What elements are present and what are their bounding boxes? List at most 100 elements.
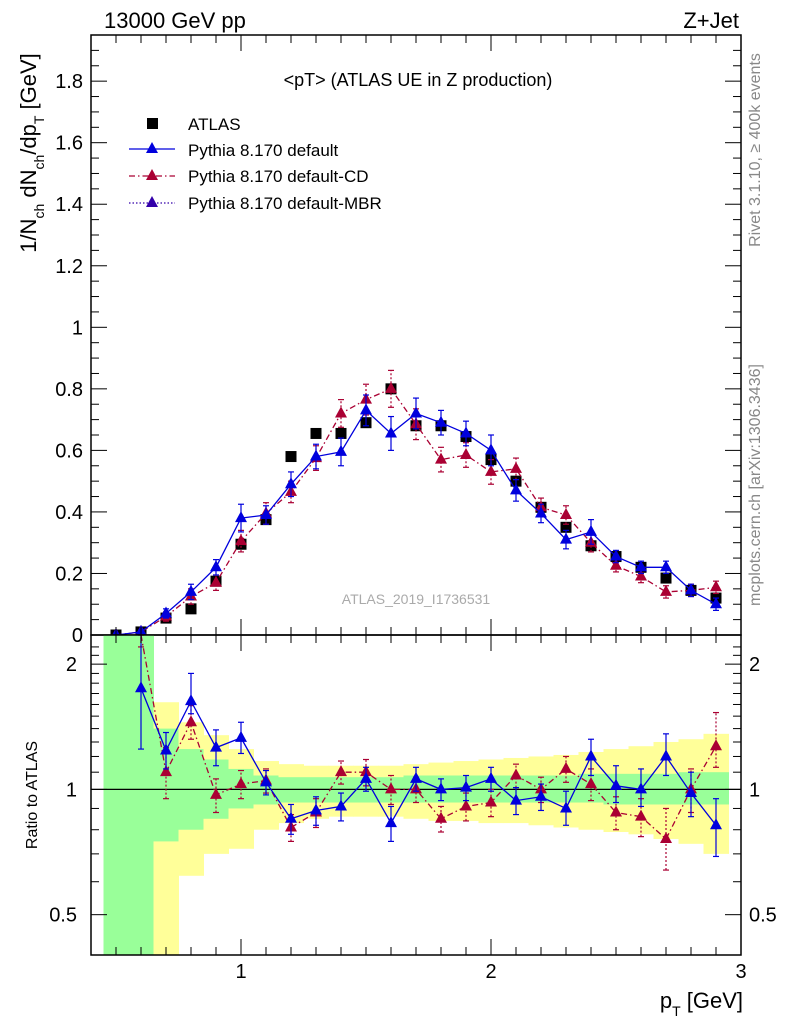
ratio-cd-point [660,832,672,844]
mcplots-label: mcplots.cern.ch [arXiv:1306.3436] [747,364,764,606]
default-point [410,406,422,418]
ratio-default-point [485,771,497,783]
ratio-xlabel: pT [GeV] [660,988,743,1019]
default-point [310,449,322,461]
main-title: <pT> (ATLAS UE in Z production) [284,70,553,90]
default-point [360,403,372,415]
default-point [435,415,447,427]
cd-point [385,381,397,393]
default-point [385,426,397,438]
ratio-cd-point [610,805,622,817]
cd-point [660,584,672,596]
ratio-cd-point [210,787,222,799]
ratio-ylabel: Ratio to ATLAS [24,741,41,849]
ratio-cd-point [460,799,472,811]
ratio-default-point [560,801,572,813]
main-ytick-label: 0 [72,625,83,647]
default-point [210,560,222,572]
atlas-point [335,427,347,439]
ratio-default-point [510,793,522,805]
default-point [185,584,197,596]
ratio-default-point [260,775,272,787]
atlas-point [285,451,297,463]
ratio-panel: 0.5 0.5 1 1 2 2 1 2 3 Ratio to ATLAS pT [GeV] [24,634,777,1019]
ratio-default-point [610,778,622,790]
main-ytick-label: 0.2 [55,563,83,585]
cd-point [710,580,722,592]
ratio-default-point [585,749,597,761]
ratio-data-layer [91,634,741,871]
main-ytick-label: 1 [72,317,83,339]
default-point [260,508,272,519]
legend-marker-atlas [147,118,158,129]
cd-point [560,508,572,519]
ratio-default-point [285,811,297,823]
default-point [560,532,572,544]
ratio-default-point [135,681,147,693]
ratio-default-point [335,799,347,811]
main-ytick-label: 1.8 [55,71,83,93]
default-point [235,511,247,523]
main-ytick-label: 1.6 [55,133,83,155]
ratio-cd-point [635,809,647,821]
cd-point [510,461,522,473]
ratio-ytick-label-right: 0.5 [749,905,777,927]
main-ytick-label: 0.8 [55,379,83,401]
ratio-cd-point [385,782,397,794]
default-point [660,560,672,572]
ratio-cd-point [485,795,497,807]
ratio-default-point [410,771,422,783]
stat-uncertainty-band [103,635,129,955]
default-point [585,524,597,536]
main-ytick-label: 1.2 [55,256,83,278]
ratio-cd-point [510,768,522,780]
ratio-bands-layer [103,635,729,955]
ratio-default-point [535,789,547,801]
atlas-point [560,521,572,533]
default-point [485,443,497,455]
ratio-cd-point [185,715,197,727]
ratio-xtick-label: 3 [735,961,746,983]
default-point [685,583,697,595]
ratio-ytick-label-right: 1 [749,779,760,801]
cd-point [635,569,647,581]
legend-item-default: Pythia 8.170 default [129,141,339,160]
cd-point [235,534,247,546]
main-ytick-label: 1.4 [55,194,83,216]
cd-point [210,575,222,587]
ratio-cd-point [560,761,572,773]
ratio-cd-point [435,811,447,823]
ratio-ytick-label: 1 [66,779,77,801]
atlas-point [660,572,672,584]
main-ytick-label: 0.4 [55,502,83,524]
ratio-xtick-label: 2 [485,961,496,983]
ratio-cd-point [710,739,722,751]
default-point [610,549,622,561]
main-panel: 0 0.2 0.4 0.6 0.8 1 1.2 1.4 1.6 1.8 <pT> (ATLAS U… [16,34,742,647]
watermark: ATLAS_2019_I1736531 [342,591,491,607]
default-point [510,483,522,495]
cd-point [610,558,622,570]
header-right: Z+Jet [683,8,739,33]
ratio-ytick-label: 0.5 [49,905,77,927]
main-ytick-label: 0.6 [55,440,83,462]
legend-label-mbr: Pythia 8.170 default-MBR [188,194,382,213]
legend-marker-cd [146,169,158,180]
legend-marker-mbr [146,196,158,207]
cd-point [435,452,447,464]
ratio-cd-point [160,765,172,777]
atlas-point [310,427,322,439]
default-point [160,606,172,618]
cd-point [460,448,472,459]
ratio-default-point [710,818,722,830]
cd-point [485,464,497,476]
ratio-default-point [460,780,472,792]
main-axes: 0 0.2 0.4 0.6 0.8 1 1.2 1.4 1.6 1.8 [55,35,742,647]
legend-item-mbr: Pythia 8.170 default-MBR [129,194,382,213]
header-left: 13000 GeV pp [104,8,246,33]
legend-label-cd: Pythia 8.170 default-CD [188,167,369,186]
ratio-default-point [635,782,647,794]
legend: ATLAS Pythia 8.170 default Pythia 8.170 … [129,115,382,213]
ratio-default-point [360,771,372,783]
